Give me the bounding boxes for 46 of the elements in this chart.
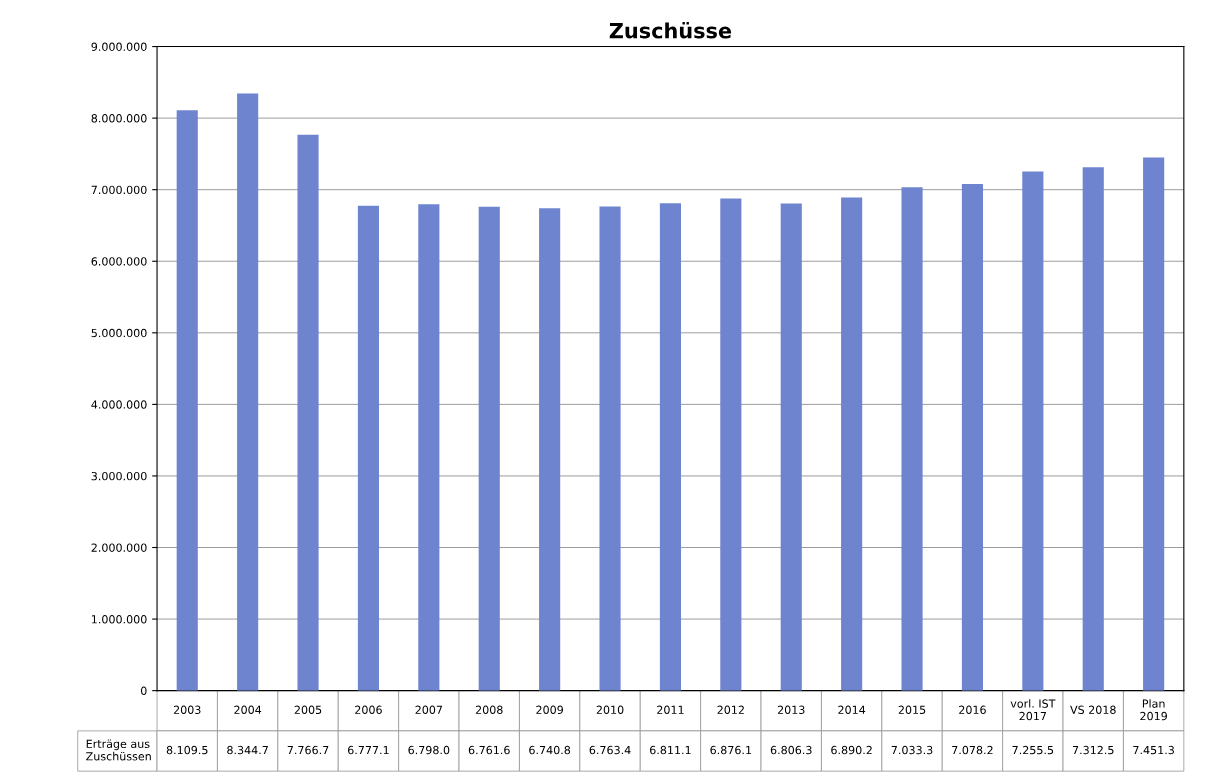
x-tick-label: 2013: [777, 705, 805, 714]
x-tick-label: 2014: [838, 705, 866, 714]
data-label: 8.109.5: [166, 745, 208, 755]
x-tick-label: vorl. IST 2017: [1010, 699, 1056, 721]
x-tick-label: 2016: [959, 705, 986, 714]
data-label: 6.890.2: [831, 745, 872, 755]
data-label: 7.451.3: [1133, 745, 1174, 755]
y-tick-label: 2.000.000: [91, 543, 147, 552]
data-label: 6.777.1: [348, 745, 389, 755]
y-tick-label: 5.000.000: [91, 328, 147, 338]
data-label: 6.806.3: [770, 745, 812, 755]
data-label: 7.078.2: [952, 745, 993, 755]
y-tick-label: 9.000.000: [91, 42, 147, 51]
y-tick-label: 6.000.000: [91, 257, 147, 266]
y-tick-label: 0: [140, 686, 147, 696]
data-label: 7.312.5: [1072, 745, 1114, 755]
x-tick-label: 2004: [234, 705, 262, 714]
data-label: 8.344.7: [227, 745, 268, 755]
data-label: 6.811.1: [650, 745, 691, 755]
x-tick-label: 2005: [294, 705, 322, 714]
data-label: 6.761.6: [468, 745, 510, 755]
x-tick-label: 2008: [475, 705, 503, 714]
x-tick-label: 2003: [173, 705, 201, 714]
text: Erträge aus Zuschüssen: [86, 739, 151, 761]
x-tick-label: 2007: [415, 705, 443, 714]
x-tick-label: 2011: [657, 705, 684, 714]
y-tick-label: 7.000.000: [91, 185, 147, 195]
data-label: 6.740.8: [529, 745, 571, 755]
data-label: 6.876.1: [710, 745, 752, 755]
y-tick-label: 3.000.000: [91, 471, 147, 481]
x-tick-label: 2010: [596, 705, 624, 714]
x-tick-label: VS 2018: [1070, 705, 1116, 714]
data-label: 6.798.0: [408, 745, 450, 755]
x-tick-label: Plan 2019: [1140, 699, 1167, 721]
y-tick-label: 4.000.000: [91, 400, 147, 409]
y-tick-label: 1.000.000: [91, 615, 147, 624]
data-label: 7.255.5: [1012, 745, 1054, 755]
x-tick-label: 2006: [355, 705, 382, 714]
data-label: 7.033.3: [891, 745, 933, 755]
data-label: 6.763.4: [589, 745, 631, 755]
x-tick-label: 2009: [536, 705, 563, 714]
chart-title: Zuschüsse: [609, 22, 732, 39]
x-tick-label: 2012: [717, 705, 744, 714]
data-label: 7.766.7: [287, 745, 329, 755]
x-tick-label: 2015: [898, 705, 926, 714]
y-tick-label: 8.000.000: [91, 114, 147, 123]
